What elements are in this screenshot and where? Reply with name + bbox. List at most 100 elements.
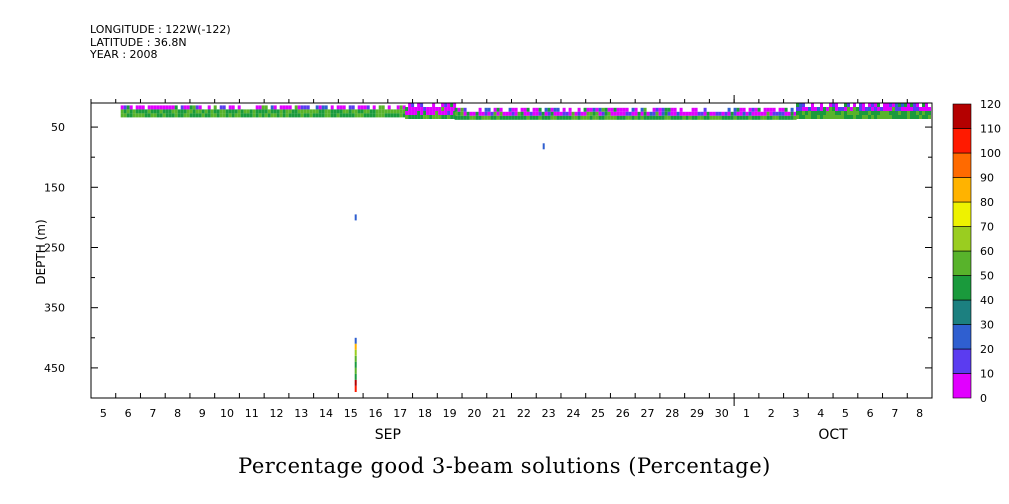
x-tick-label: 8: [916, 407, 923, 420]
heatmap-cell: [556, 107, 560, 112]
heatmap-cell: [616, 115, 620, 120]
heatmap-cell: [405, 107, 409, 111]
heatmap-cell: [820, 103, 823, 107]
heatmap-cell: [643, 107, 647, 112]
heatmap-cell: [733, 107, 737, 112]
heatmap-cell: [862, 107, 865, 111]
heatmap-cell: [742, 115, 746, 120]
heatmap-cell: [420, 103, 424, 107]
x-tick-label: 22: [517, 407, 531, 420]
heatmap-cell: [444, 111, 448, 115]
heatmap-cell: [351, 113, 355, 118]
heatmap-cell: [532, 107, 536, 112]
heatmap-cell: [784, 115, 788, 120]
y-axis-label: DEPTH (m): [34, 219, 48, 284]
heatmap-cell: [664, 115, 668, 120]
heatmap-cell: [478, 115, 482, 120]
heatmap-cell: [375, 113, 379, 118]
heatmap-cell: [288, 113, 292, 118]
heatmap-cell: [487, 107, 491, 112]
heatmap-cell: [568, 111, 572, 116]
heatmap-cell: [315, 113, 319, 118]
heatmap-cell: [270, 109, 274, 114]
heatmap-cell: [508, 115, 512, 120]
heatmap-cell: [204, 109, 208, 114]
colorbar-swatch: [952, 250, 972, 276]
heatmap-cell: [447, 111, 451, 115]
heatmap-cell: [303, 113, 307, 118]
heatmap-cell: [330, 113, 334, 118]
heatmap-cell: [901, 103, 904, 107]
heatmap-cell: [598, 115, 602, 120]
heatmap-cell: [447, 115, 451, 119]
heatmap-cell: [369, 109, 373, 114]
heatmap-cell: [733, 115, 737, 120]
heatmap-cell: [219, 109, 223, 114]
heatmap-cell: [553, 111, 557, 116]
heatmap-cell: [877, 111, 880, 115]
heatmap-cell: [282, 113, 286, 118]
heatmap-cell: [441, 107, 445, 111]
heatmap-cell: [889, 115, 892, 119]
heatmap-cell: [607, 107, 611, 112]
heatmap-cell: [150, 109, 154, 114]
heatmap-cell: [847, 107, 850, 111]
heatmap-cell: [703, 111, 707, 116]
heatmap-cell: [447, 107, 451, 111]
month-label: OCT: [818, 427, 848, 443]
heatmap-cell: [853, 115, 856, 119]
x-tick-label: 29: [690, 407, 704, 420]
heatmap-cell: [228, 109, 232, 114]
data-point: [354, 337, 357, 344]
heatmap-cell: [592, 111, 596, 116]
colorbar-label: 120: [980, 98, 1001, 111]
heatmap-cell: [850, 111, 853, 115]
y-tick-label: 150: [44, 181, 65, 194]
heatmap-cell: [532, 111, 536, 116]
heatmap-cell: [583, 115, 587, 120]
heatmap-cell: [670, 111, 674, 116]
heatmap-cell: [336, 113, 340, 118]
heatmap-cell: [511, 115, 515, 120]
heatmap-cell: [592, 107, 596, 112]
heatmap-cell: [261, 113, 265, 118]
heatmap-cell: [450, 103, 454, 107]
heatmap-cell: [276, 113, 280, 118]
heatmap-cell: [393, 113, 397, 118]
heatmap-cell: [511, 111, 515, 116]
heatmap-cell: [478, 107, 482, 112]
heatmap-cell: [249, 109, 253, 114]
heatmap-cell: [529, 115, 533, 120]
heatmap-cell: [877, 103, 880, 107]
heatmap-cell: [790, 107, 794, 112]
x-tick-label: 4: [817, 407, 824, 420]
heatmap-cell: [219, 113, 223, 118]
heatmap-cell: [610, 107, 614, 112]
heatmap-cell: [141, 109, 145, 114]
heatmap-cell: [502, 115, 506, 120]
heatmap-cell: [541, 111, 545, 116]
heatmap-cell: [300, 113, 304, 118]
heatmap-cell: [607, 111, 611, 116]
heatmap-cell: [243, 109, 247, 114]
heatmap-cell: [123, 113, 127, 118]
heatmap-cell: [850, 107, 853, 111]
y-tick-label: 50: [51, 121, 65, 134]
heatmap-cell: [814, 111, 817, 115]
heatmap-cell: [222, 109, 226, 114]
heatmap-cell: [282, 105, 286, 110]
heatmap-cell: [174, 105, 178, 110]
heatmap-cell: [601, 111, 605, 116]
heatmap-cell: [141, 113, 145, 118]
heatmap-cell: [877, 115, 880, 119]
heatmap-cell: [264, 105, 268, 110]
heatmap-cell: [646, 115, 650, 120]
heatmap-cell: [805, 111, 808, 115]
heatmap-cell: [378, 105, 382, 110]
heatmap-cell: [469, 115, 473, 120]
heatmap-cell: [285, 109, 289, 114]
colorbar-swatch: [952, 128, 972, 154]
heatmap-cell: [123, 109, 127, 114]
heatmap-cell: [577, 115, 581, 120]
heatmap-cell: [565, 115, 569, 120]
